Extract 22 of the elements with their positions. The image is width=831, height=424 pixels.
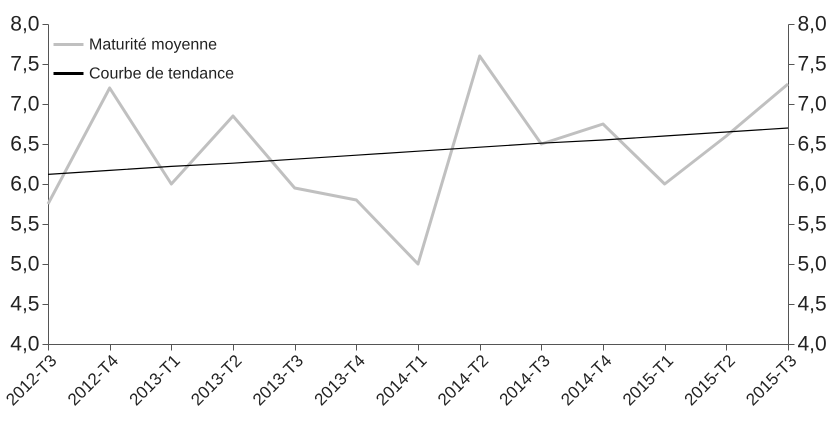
y-tick-label: 4,0 — [10, 332, 40, 356]
y2-tick-label: 5,5 — [798, 212, 827, 236]
y2-tick-label: 4,0 — [798, 332, 827, 356]
legend-label: Maturité moyenne — [89, 36, 218, 54]
y-tick-label: 6,0 — [10, 172, 40, 196]
y2-tick-label: 6,0 — [798, 172, 827, 196]
line-series — [47, 127, 789, 175]
line-series — [46, 54, 790, 266]
y-tick-label: 7,0 — [10, 92, 40, 116]
y2-tick-label: 6,5 — [798, 132, 827, 156]
y-tick-label: 4,5 — [10, 292, 40, 316]
y-tick-label: 5,5 — [10, 212, 40, 236]
y2-tick-label: 5,0 — [798, 252, 827, 276]
y2-tick-label: 8,0 — [798, 12, 827, 36]
y2-tick-label: 4,5 — [798, 292, 827, 316]
y2-tick-label: 7,0 — [798, 92, 827, 116]
y2-tick-label: 7,5 — [798, 52, 827, 76]
legend-label: Courbe de tendance — [89, 66, 234, 82]
y-tick-label: 5,0 — [10, 252, 40, 276]
y-tick-label: 7,5 — [10, 52, 40, 76]
y-tick-label: 8,0 — [10, 12, 40, 36]
y-tick-label: 6,5 — [10, 132, 40, 156]
